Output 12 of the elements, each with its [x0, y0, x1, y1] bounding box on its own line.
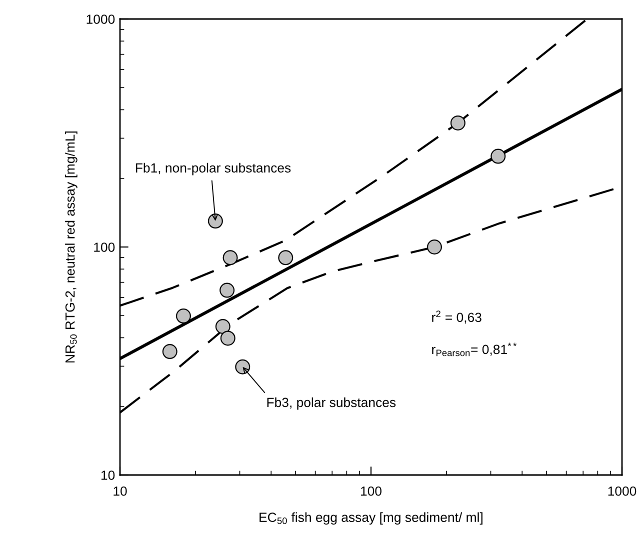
y-tick-label: 1000	[86, 14, 115, 24]
annotation: Fb3, polar substances	[267, 397, 396, 410]
annotation: Fb1, non-polar substances	[136, 162, 291, 176]
annotation: r$^{2}$ = 0,63	[432, 310, 482, 324]
annotation: r$_{Pearson}$= 0,81$^{**}$	[432, 342, 517, 356]
x-tick-label: 10	[114, 486, 127, 496]
y-tick-label: 100	[94, 242, 115, 252]
y-axis-title: NR$_{50}$ RTG-2, neutral red assay [mg/mL]	[65, 132, 78, 362]
x-tick-label: 100	[361, 486, 382, 496]
x-axis-title: EC$_{50}$ fish egg assay [mg sediment/ ml]	[260, 512, 482, 525]
x-tick-label: 1000	[608, 486, 636, 496]
y-tick-label: 10	[101, 470, 115, 480]
